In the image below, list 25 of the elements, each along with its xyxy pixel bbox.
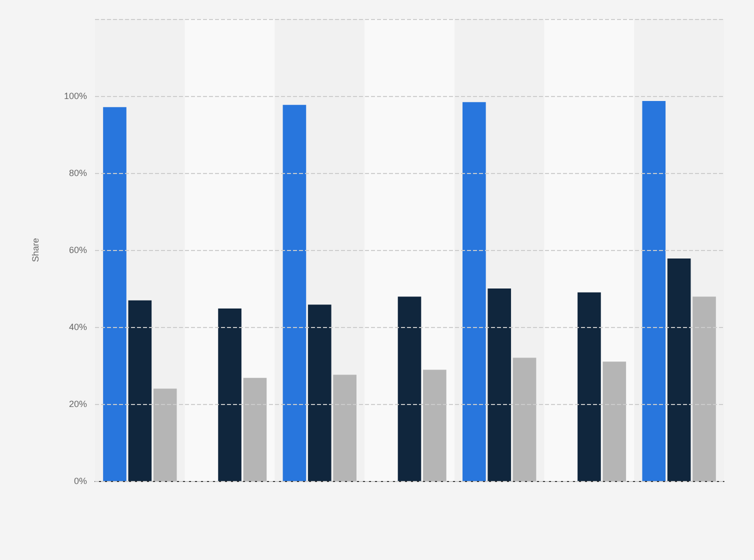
- bar: [282, 104, 306, 481]
- bar: [488, 288, 512, 481]
- bar: [128, 300, 152, 481]
- bar: [153, 388, 177, 481]
- y-axis-title: Share: [30, 238, 40, 262]
- bar: [333, 374, 356, 481]
- bar: [423, 370, 446, 481]
- bar: [692, 296, 716, 481]
- bar: [578, 292, 601, 481]
- bar: [667, 258, 691, 481]
- y-tick-label: 40%: [68, 322, 87, 332]
- bar: [103, 107, 126, 481]
- y-tick-label: 0%: [74, 476, 87, 486]
- bar: [243, 378, 267, 481]
- bar: [308, 304, 332, 481]
- bar: [462, 102, 486, 481]
- bar: [398, 296, 422, 481]
- bar: [218, 308, 242, 481]
- y-tick-label: 20%: [68, 399, 87, 409]
- bar: [512, 358, 536, 481]
- y-tick-label: 80%: [68, 168, 87, 178]
- y-tick-label: 60%: [68, 245, 87, 255]
- bar: [642, 101, 666, 481]
- y-tick-label: 100%: [64, 91, 87, 101]
- bar: [602, 362, 626, 481]
